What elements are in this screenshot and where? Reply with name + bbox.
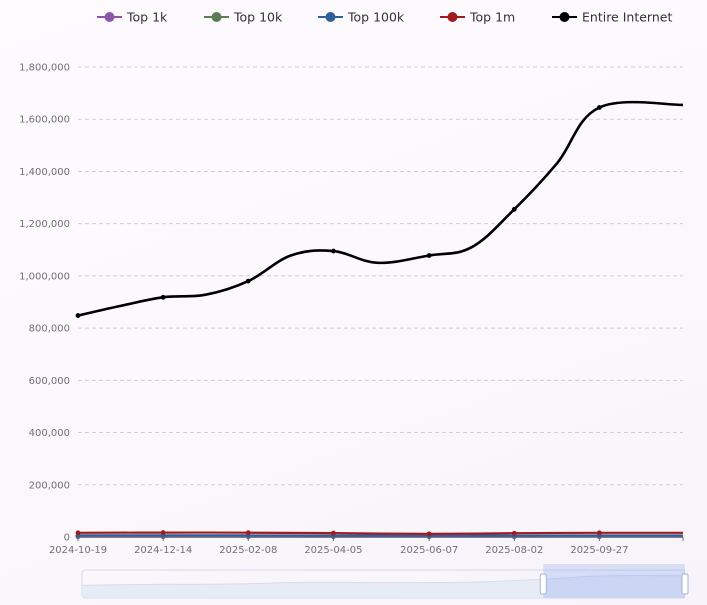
data-point[interactable]	[160, 530, 166, 535]
data-point[interactable]	[426, 253, 432, 258]
y-axis: 0 200,000 400,000 600,000 800,000 1,000,000 1,…	[19, 63, 70, 544]
series-top-1m	[75, 530, 683, 537]
data-point[interactable]	[511, 530, 517, 536]
data-point[interactable]	[596, 530, 602, 536]
overview-move-bar[interactable]	[543, 564, 685, 570]
overview-selection[interactable]	[543, 570, 685, 598]
x-tick-label: 2025-08-02	[485, 545, 543, 556]
x-tick-label: 2025-09-27	[570, 545, 628, 556]
y-tick-label: 400,000	[29, 428, 70, 439]
series-line	[77, 100, 684, 317]
data-point[interactable]	[330, 530, 336, 536]
y-tick-label: 200,000	[29, 480, 70, 491]
series-line	[77, 531, 683, 535]
legend-marker	[211, 12, 222, 22]
data-point[interactable]	[330, 248, 336, 254]
legend-marker	[325, 12, 336, 22]
overview-area	[82, 575, 685, 597]
data-point[interactable]	[426, 531, 432, 537]
legend-label: Top 1k	[126, 9, 168, 24]
data-point[interactable]	[245, 278, 251, 284]
data-point[interactable]	[160, 294, 166, 300]
y-tick-label: 800,000	[29, 324, 70, 335]
data-point[interactable]	[75, 313, 81, 318]
legend-marker	[559, 12, 570, 22]
legend[interactable]: Top 1k Top 10k Top 100k Top 1m Entire Intern…	[97, 9, 672, 24]
y-tick-label: 0	[64, 533, 70, 544]
x-tick-label: 2025-06-07	[400, 545, 458, 556]
legend-label: Entire Internet	[582, 9, 672, 24]
legend-marker	[447, 12, 458, 22]
x-tick-label: 2025-04-05	[304, 545, 362, 556]
overview-line	[81, 575, 686, 586]
y-tick-label: 1,600,000	[19, 115, 70, 126]
legend-label: Top 10k	[233, 9, 283, 24]
legend-item-top-100k[interactable]: Top 100k	[318, 9, 405, 24]
legend-label: Top 100k	[347, 9, 405, 24]
legend-label: Top 1m	[469, 9, 515, 24]
y-tick-label: 1,800,000	[19, 63, 70, 74]
data-point[interactable]	[511, 206, 517, 212]
overview-handle[interactable]	[539, 573, 547, 595]
overview-handle[interactable]	[681, 573, 689, 595]
y-tick-label: 1,400,000	[19, 167, 70, 178]
series-entire-internet	[75, 100, 684, 318]
y-tick-label: 1,200,000	[19, 219, 70, 230]
x-tick-label: 2024-12-14	[134, 545, 192, 556]
data-zoom-slider[interactable]	[81, 564, 689, 599]
data-point[interactable]	[245, 530, 251, 536]
y-tick-label: 1,000,000	[19, 271, 70, 282]
data-point[interactable]	[75, 530, 81, 536]
legend-marker	[104, 12, 115, 22]
y-tick-label: 600,000	[29, 376, 70, 387]
legend-item-top-1k[interactable]: Top 1k	[97, 9, 168, 24]
series-group	[75, 100, 684, 540]
x-tick-label: 2025-02-08	[219, 545, 277, 556]
x-axis: 2024-10-19 2024-12-14 2025-02-08 2025-04-05…	[49, 536, 684, 556]
data-point[interactable]	[596, 105, 602, 110]
grid-lines	[78, 66, 683, 486]
legend-item-entire-internet[interactable]: Entire Internet	[552, 9, 672, 24]
x-tick-label: 2024-10-19	[49, 545, 107, 556]
legend-item-top-1m[interactable]: Top 1m	[440, 9, 515, 24]
legend-item-top-10k[interactable]: Top 10k	[204, 9, 283, 24]
